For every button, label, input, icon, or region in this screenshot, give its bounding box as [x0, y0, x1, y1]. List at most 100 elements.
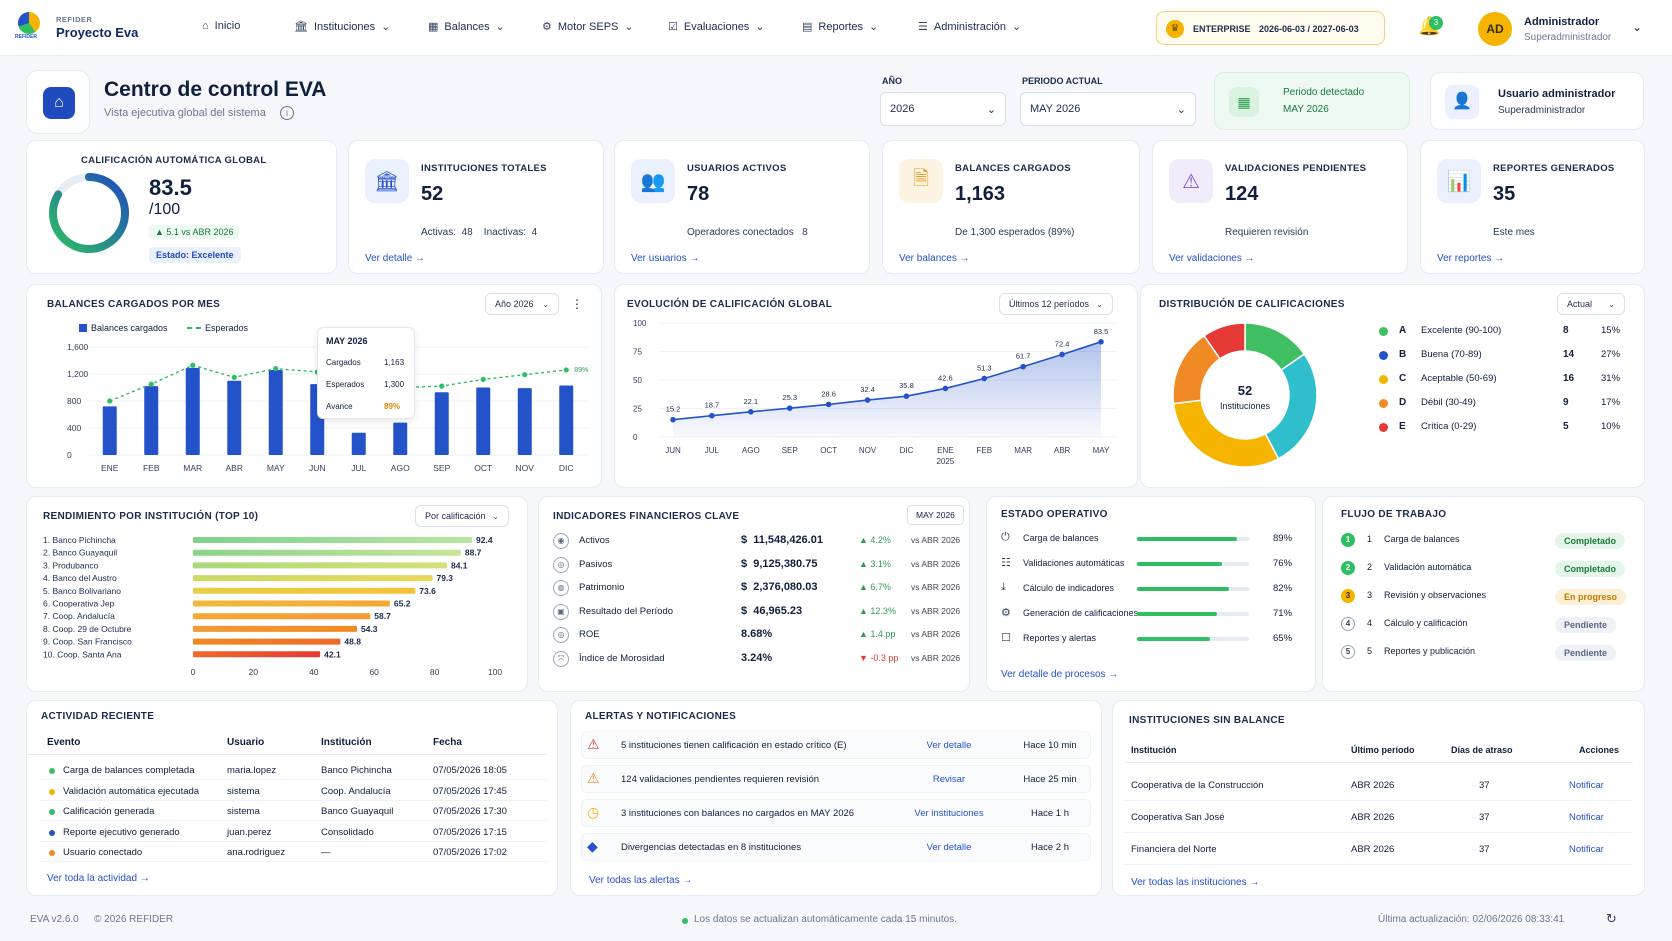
- data-point[interactable]: [981, 375, 988, 382]
- data-point[interactable]: [903, 393, 910, 399]
- user-menu-chevron-icon[interactable]: ⌄: [1632, 20, 1643, 34]
- nav-instituciones[interactable]: 🏛 Instituciones ⌄: [294, 20, 390, 34]
- data-point[interactable]: [709, 412, 715, 419]
- all-alerts-link[interactable]: Ver todas las alertas →: [589, 875, 692, 886]
- data-point[interactable]: [748, 409, 754, 415]
- bar-loaded[interactable]: [434, 392, 449, 455]
- period-range-select[interactable]: Últimos 12 períodos ⌄: [999, 293, 1113, 315]
- data-point[interactable]: [1059, 351, 1065, 358]
- performance-bar[interactable]: [193, 638, 341, 645]
- alert-row[interactable]: [581, 833, 1091, 861]
- process-detail-link[interactable]: Ver detalle de procesos →: [1001, 669, 1118, 680]
- delay-days: 37: [1479, 780, 1490, 791]
- alert-row[interactable]: [581, 799, 1091, 827]
- expected-point[interactable]: [439, 383, 445, 389]
- performance-bar[interactable]: [193, 600, 390, 607]
- more-options-icon[interactable]: ⋮: [571, 297, 583, 311]
- nav-evaluaciones[interactable]: ☑ Evaluaciones ⌄: [668, 20, 765, 34]
- expected-point[interactable]: [522, 372, 528, 378]
- notify-button[interactable]: Notificar: [1569, 780, 1604, 791]
- table-row[interactable]: [39, 781, 547, 801]
- data-point[interactable]: [942, 385, 949, 392]
- alert-action-link[interactable]: Ver detalle: [926, 842, 972, 853]
- bar-loaded[interactable]: [393, 422, 408, 455]
- table-row[interactable]: [39, 842, 547, 862]
- expected-point[interactable]: [107, 398, 113, 404]
- nav-motor-seps[interactable]: ⚙ Motor SEPS ⌄: [542, 20, 634, 34]
- year-filter-select[interactable]: Año 2026 ⌄: [485, 293, 559, 315]
- brand-name[interactable]: Proyecto Eva: [56, 25, 139, 40]
- expected-point[interactable]: [231, 374, 237, 380]
- bar-loaded[interactable]: [227, 380, 242, 455]
- process-progress-fill: [1137, 637, 1210, 641]
- performance-bar[interactable]: [193, 575, 433, 582]
- nav-administracion[interactable]: ☰ Administración ⌄: [918, 20, 1021, 34]
- period-select[interactable]: MAY 2026 ⌄: [1020, 92, 1196, 126]
- nav-balances[interactable]: ▦ Balances ⌄: [428, 20, 505, 34]
- bar-loaded[interactable]: [185, 367, 200, 455]
- refresh-icon[interactable]: ↻: [1606, 911, 1617, 926]
- data-point[interactable]: [1020, 363, 1026, 370]
- performance-bar[interactable]: [193, 651, 321, 658]
- nav-reportes[interactable]: ▤ Reportes ⌄: [802, 20, 878, 34]
- bar-loaded[interactable]: [559, 385, 574, 455]
- notify-button[interactable]: Notificar: [1569, 844, 1604, 855]
- detected-value: MAY 2026: [1283, 104, 1329, 115]
- bar-loaded[interactable]: [268, 369, 283, 455]
- data-point[interactable]: [864, 397, 871, 403]
- alert-action-link[interactable]: Ver instituciones: [914, 808, 984, 819]
- notify-button[interactable]: Notificar: [1569, 812, 1604, 823]
- license-badge[interactable]: ♛ ENTERPRISE 2026-06-03 / 2027-06-03: [1156, 11, 1385, 45]
- performance-bar[interactable]: [193, 537, 473, 543]
- distribution-select[interactable]: Actual ⌄: [1557, 293, 1625, 315]
- kpi-detail-link[interactable]: Ver usuarios →: [631, 253, 699, 264]
- expected-point[interactable]: [190, 362, 196, 368]
- data-point[interactable]: [1098, 339, 1104, 345]
- user-name[interactable]: Administrador: [1524, 16, 1600, 28]
- expected-point[interactable]: [563, 367, 569, 373]
- alert-action-link[interactable]: Ver detalle: [926, 740, 972, 751]
- table-row[interactable]: [39, 822, 547, 842]
- x-tick-label: FEB: [976, 446, 992, 455]
- data-point[interactable]: [786, 405, 793, 411]
- performance-bar[interactable]: [193, 587, 416, 594]
- performance-bar[interactable]: [193, 549, 461, 556]
- expected-point[interactable]: [273, 366, 279, 372]
- data-point[interactable]: [825, 401, 832, 408]
- performance-bar[interactable]: [193, 613, 371, 620]
- table-row[interactable]: [1125, 833, 1633, 865]
- expected-point[interactable]: [480, 376, 486, 382]
- kpi-detail-link[interactable]: Ver balances →: [899, 253, 970, 264]
- performance-bar[interactable]: [193, 562, 447, 569]
- step-status-badge: Completado: [1555, 561, 1626, 577]
- bar-loaded[interactable]: [144, 386, 159, 455]
- expected-point[interactable]: [148, 381, 154, 387]
- bar-loaded[interactable]: [476, 387, 491, 456]
- table-row[interactable]: [39, 760, 547, 780]
- alert-text: 3 instituciones con balances no cargados…: [621, 808, 855, 819]
- data-label: 35.8: [899, 381, 914, 390]
- info-icon[interactable]: i: [280, 106, 294, 120]
- year-select[interactable]: 2026 ⌄: [880, 92, 1006, 126]
- bar-loaded[interactable]: [517, 388, 532, 455]
- donut-slice[interactable]: [1203, 322, 1246, 360]
- alert-action-link[interactable]: Revisar: [932, 774, 966, 785]
- bar-loaded[interactable]: [102, 406, 117, 455]
- all-activity-link[interactable]: Ver toda la actividad →: [47, 873, 150, 884]
- alert-row[interactable]: [581, 765, 1091, 793]
- kpi-detail-link[interactable]: Ver reportes →: [1437, 253, 1504, 264]
- sort-select[interactable]: Por calificación ⌄: [415, 505, 509, 527]
- table-row[interactable]: [1125, 769, 1633, 801]
- table-row[interactable]: [39, 801, 547, 821]
- avatar[interactable]: AD: [1478, 12, 1512, 46]
- admin-user-card[interactable]: 👤 Usuario administrador Superadministrad…: [1430, 72, 1644, 130]
- bar-loaded[interactable]: [351, 432, 366, 455]
- nav-inicio[interactable]: ⌂ Inicio: [202, 20, 240, 32]
- all-institutions-link[interactable]: Ver todas las instituciones →: [1131, 877, 1259, 888]
- data-point[interactable]: [670, 416, 676, 423]
- performance-bar[interactable]: [193, 625, 357, 632]
- kpi-detail-link[interactable]: Ver detalle →: [365, 253, 425, 264]
- kpi-detail-link[interactable]: Ver validaciones →: [1169, 253, 1255, 264]
- table-row[interactable]: [1125, 801, 1633, 833]
- alert-row[interactable]: [581, 731, 1091, 759]
